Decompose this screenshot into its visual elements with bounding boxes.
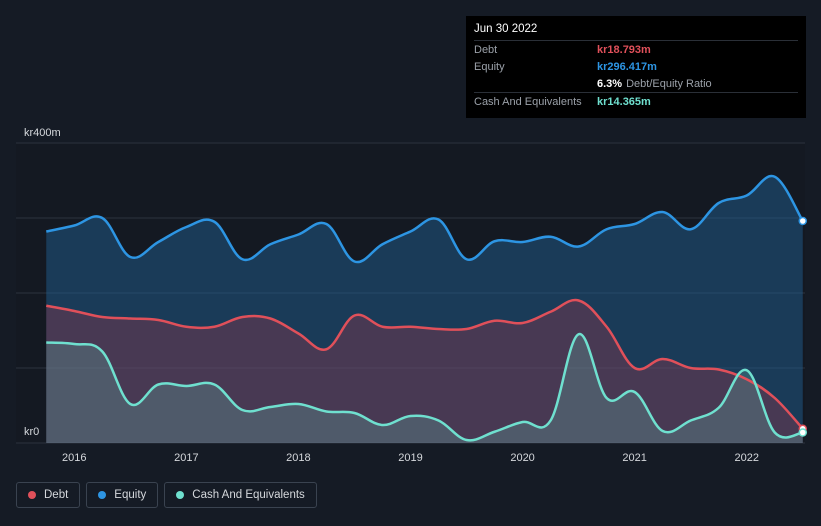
debt-line — [46, 298, 804, 430]
legend-cash-dot — [176, 491, 185, 499]
tooltip-date: Jun 30 2022 — [474, 23, 538, 35]
legend-cash[interactable]: Cash And Equivalents — [164, 482, 317, 508]
x-axis-ticks: 2016 2017 2018 2019 2020 2021 2022 — [62, 452, 759, 464]
x-tick-label: 2020 — [510, 452, 534, 464]
tooltip-row-ratio: 6.3% Debt/Equity Ratio — [474, 75, 798, 92]
x-tick-label: 2021 — [622, 452, 646, 464]
legend: Debt Equity Cash And Equivalents — [16, 482, 317, 508]
cash-and-equivalents-area — [46, 334, 803, 443]
y-tick-top: kr400m — [24, 127, 61, 139]
legend-debt-dot — [28, 491, 36, 499]
tooltip-row-equity: Equity kr296.417m — [474, 58, 798, 75]
tooltip-equity-label: Equity — [474, 60, 505, 73]
legend-debt[interactable]: Debt — [16, 482, 81, 508]
tooltip-ratio-value: 6.3% — [597, 77, 623, 90]
legend-equity-label: Equity — [114, 489, 147, 501]
equity-line — [45, 174, 804, 264]
series-areas — [46, 176, 803, 444]
y-tick-bottom: kr0 — [24, 426, 39, 438]
tooltip-equity-value: kr296.417m — [597, 60, 657, 73]
x-tick-label: 2022 — [734, 452, 758, 464]
end-markers — [798, 216, 808, 437]
tooltip-debt-label: Debt — [474, 43, 498, 56]
tooltip-cash-value: kr14.365m — [597, 95, 651, 108]
legend-equity[interactable]: Equity — [86, 482, 159, 508]
cash-and-equivalents-end-marker — [798, 428, 808, 437]
x-tick-label: 2016 — [62, 452, 86, 464]
cash-and-equivalents-line — [46, 333, 803, 442]
tooltip-debt-value: kr18.793m — [597, 43, 651, 56]
tooltip-row-cash: Cash And Equivalents kr14.365m — [474, 92, 798, 110]
series-lines — [45, 174, 804, 442]
equity-end-marker — [798, 216, 808, 226]
tooltip: Jun 30 2022 Debt kr18.793m Equity kr296.… — [466, 16, 806, 118]
x-tick-label: 2019 — [398, 452, 422, 464]
debt-area — [46, 300, 803, 443]
equity-area — [46, 176, 803, 444]
grid — [16, 142, 805, 444]
legend-equity-dot — [98, 491, 107, 499]
legend-cash-label: Cash And Equivalents — [192, 489, 305, 501]
x-tick-label: 2017 — [174, 452, 198, 464]
x-tick-label: 2018 — [286, 452, 310, 464]
tooltip-ratio-label: Debt/Equity Ratio — [626, 77, 712, 90]
tooltip-cash-label: Cash And Equivalents — [474, 95, 582, 108]
legend-debt-label: Debt — [44, 489, 69, 501]
tooltip-row-debt: Debt kr18.793m — [474, 40, 798, 58]
